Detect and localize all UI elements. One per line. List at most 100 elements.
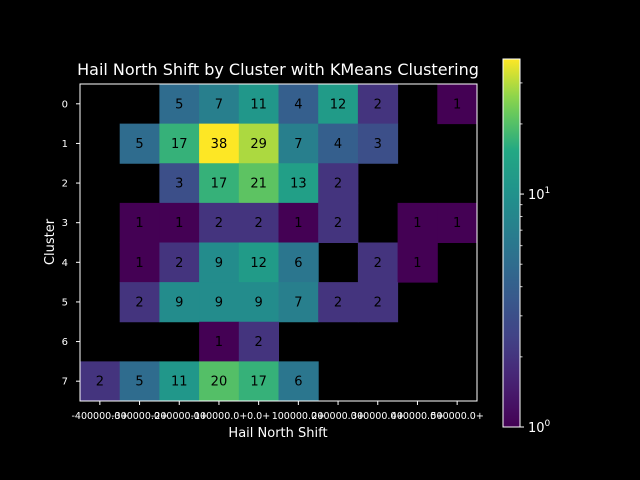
heatmap-cell [159,84,200,125]
heatmap-cell [357,123,399,164]
heatmap-cells: 5 7 11 4 12 2 15 17 38 29 7 4 33 17 21 13 21 1 2 2 1 2 1 11 2 9 12… [80,84,478,402]
heatmap-cell [238,242,279,283]
heatmap-cell [357,282,399,323]
x-tick-label: 400000.0+ [391,411,444,422]
cell-value-label: 2 [334,216,342,231]
cell-value-label: 3 [374,137,382,152]
heatmap-cell [199,84,240,125]
cell-value-label: 2 [334,177,342,192]
heatmap-cell [238,163,279,204]
chart-title: Hail North Shift by Cluster with KMeans … [77,60,479,79]
cell-value-label: 7 [294,295,302,310]
y-tick-label: 2 [62,179,68,190]
y-axis-label: Cluster [43,218,58,265]
cell-value-label: 2 [374,295,382,310]
heatmap-cell [159,163,200,204]
x-tick-label: 100000.0+ [272,411,325,422]
plot-frame [79,83,478,402]
cell-value-label: 1 [413,256,421,271]
cell-value-label: 3 [175,177,183,192]
cell-value-label: 2 [334,295,342,310]
cell-value-label: 9 [215,256,223,271]
heatmap-cell [357,242,399,283]
cell-value-label: 9 [175,295,183,310]
cell-value-label: 1 [215,335,223,350]
x-tick-label: 500000.0+ [431,411,484,422]
cell-value-label: 2 [215,216,223,231]
cell-value-label: 7 [294,137,302,152]
heatmap-cell [357,84,399,125]
cell-value-label: 6 [294,375,302,390]
cell-value-label: 20 [211,375,228,390]
heatmap-cell [119,282,160,323]
heatmap-cell [199,202,240,243]
cell-value-label: 4 [294,97,302,112]
cell-value-label: 2 [96,375,104,390]
cell-value-label: 11 [250,97,267,112]
cell-value-label: 5 [175,97,183,112]
cell-value-label: 12 [250,256,267,271]
x-tick-label: -100000.0+ [191,411,248,422]
heatmap-cell [278,202,319,243]
cell-value-label: 2 [135,295,143,310]
cell-value-label: 1 [294,216,302,231]
cell-value-label: 1 [175,216,183,231]
cell-value-label: 1 [453,97,461,112]
cell-value-label: 17 [250,375,267,390]
heatmap-cell [119,123,160,164]
heatmap-cell [238,361,279,402]
cell-value-label: 12 [330,97,347,112]
heatmap-cell [80,361,121,402]
cell-value-label: 17 [171,137,188,152]
cell-value-label: 1 [135,256,143,271]
y-axis-ticks: 0 1 2 3 4 5 6 7 [62,99,80,388]
heatmap-cell [278,84,319,125]
heatmap-cell [119,242,160,283]
heatmap-cell [238,123,279,164]
y-tick-label: 5 [62,297,68,308]
colorbar-ticks: 100 101 [520,82,551,436]
heatmap-cell [238,321,279,362]
heatmap-cell [397,242,438,283]
x-tick-label: 200000.0+ [311,411,364,422]
heatmap-cell [238,84,279,125]
y-tick-label: 3 [62,218,68,229]
heatmap-cell [278,242,319,283]
heatmap-cell [159,202,200,243]
heatmap-cell [278,123,319,164]
x-tick-label: 0.0+ [247,411,270,422]
heatmap-cell [278,361,319,402]
heatmap-cell [159,123,200,164]
colorbar [502,58,521,428]
heatmap-cell [159,282,200,323]
cell-value-label: 5 [135,137,143,152]
heatmap-cell [238,282,279,323]
heatmap-cell [318,163,359,204]
cell-value-label: 2 [255,216,263,231]
heatmap-cell [199,282,240,323]
heatmap-cell [119,202,160,243]
cell-value-label: 2 [255,335,263,350]
y-tick-label: 0 [62,99,68,110]
heatmap-cell [119,361,160,402]
cell-value-label: 1 [135,216,143,231]
heatmap-cell [318,123,359,164]
cell-value-label: 11 [171,375,188,390]
cell-value-label: 2 [175,256,183,271]
cell-value-label: 21 [250,177,267,192]
x-tick-label: -300000.0+ [111,411,168,422]
heatmap-cell [159,361,200,402]
cell-value-label: 1 [413,216,421,231]
colorbar-tick-label: 101 [528,186,550,203]
x-tick-label: -200000.0+ [151,411,208,422]
y-tick-label: 7 [62,377,68,388]
heatmap-cell [437,84,478,125]
cell-value-label: 9 [255,295,263,310]
y-tick-label: 4 [62,258,68,269]
heatmap-cell [397,202,438,243]
heatmap-cell [437,202,478,243]
heatmap-cell [278,163,319,204]
colorbar-tick-label: 100 [528,419,551,436]
heatmap-cell [238,202,279,243]
